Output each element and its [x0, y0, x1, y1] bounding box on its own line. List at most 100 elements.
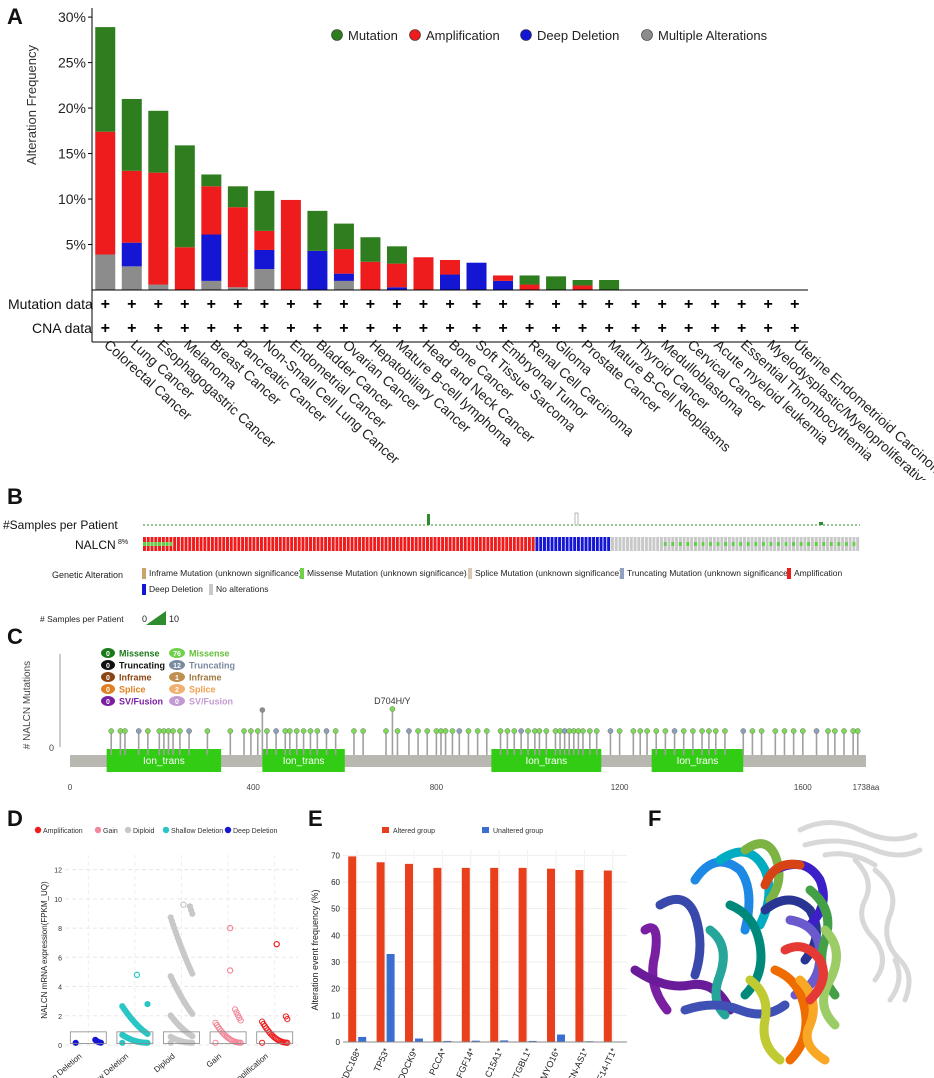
- legend-label: Inframe Mutation (unknown significance): [149, 568, 302, 578]
- oncoprint-sample: [573, 537, 577, 551]
- oncoprint-sample: [463, 537, 467, 551]
- legend-count: 0: [106, 651, 110, 658]
- oncoprint-sample: [539, 537, 543, 551]
- y-tick-label: 8: [58, 926, 62, 933]
- legend-label: SV/Fusion: [119, 697, 163, 707]
- oncoprint-sample: [441, 537, 445, 551]
- x-tick-label: 1200: [611, 783, 629, 792]
- oncoprint-sample: [501, 537, 505, 551]
- y-tick-label: 10: [331, 1011, 340, 1020]
- oncoprint-sample: [192, 537, 196, 551]
- bar-segment: [360, 237, 381, 262]
- missense-mark: [761, 542, 765, 546]
- oncoprint-sample: [656, 537, 660, 551]
- bar-segment: [572, 279, 593, 286]
- cna-data-marker: +: [790, 320, 799, 337]
- oncoprint-sample: [524, 537, 528, 551]
- oncoprint-sample: [641, 537, 645, 551]
- x-category-label: PCCA*: [427, 1046, 448, 1077]
- panel-letter-d: D: [7, 806, 23, 831]
- chart-e-event-frequency: Altered group Unaltered group Alteration e…: [310, 827, 627, 1078]
- bar-altered: [603, 870, 612, 1042]
- oncoprint-sample: [176, 537, 180, 551]
- gene-label: NALCN: [75, 538, 116, 552]
- oncoprint-sample: [848, 537, 852, 551]
- mutation-lollipop: [177, 728, 183, 734]
- bar-segment: [148, 172, 169, 285]
- legend-label: Amplification: [794, 568, 842, 578]
- mutation-lollipop: [424, 728, 431, 734]
- oncoprint-sample: [531, 537, 535, 551]
- oncoprint-sample: [535, 537, 539, 551]
- bar-segment: [307, 210, 328, 251]
- oncoprint-sample: [452, 537, 456, 551]
- bar-unaltered: [386, 954, 395, 1042]
- y-tick-label: 5%: [66, 237, 86, 253]
- oncoprint-sample: [622, 537, 626, 551]
- mutation-lollipop: [145, 728, 151, 734]
- cna-data-marker: +: [631, 320, 640, 337]
- mutation-lollipop: [259, 707, 266, 713]
- domain-label: Ion_trans: [525, 756, 567, 767]
- oncoprint-sample: [554, 537, 558, 551]
- legend-label: Shallow Deletion: [171, 828, 223, 835]
- bar-segment: [546, 276, 567, 290]
- row-label-cna-data: CNA data: [32, 320, 92, 336]
- missense-mark: [678, 542, 682, 546]
- oncoprint-sample: [207, 537, 211, 551]
- mutation-lollipop: [383, 728, 389, 734]
- oncoprint-sample: [339, 537, 343, 551]
- bar-unaltered: [358, 1036, 367, 1042]
- oncoprint-sample: [603, 537, 607, 551]
- y-tick-label: 20: [331, 985, 340, 994]
- y-axis-label: Alteration event frequency (%): [310, 889, 320, 1010]
- oncoprint-sample: [584, 537, 588, 551]
- outlier-point: [180, 901, 187, 908]
- legend-swatch: [94, 826, 102, 834]
- box-plot: [209, 1031, 247, 1044]
- mutation-data-marker: +: [260, 296, 269, 313]
- mutation-lollipop: [518, 728, 524, 734]
- panel-letter-e: E: [308, 806, 323, 831]
- mutation-lollipop: [314, 728, 321, 734]
- cna-data-marker: +: [127, 320, 136, 337]
- missense-mark: [709, 542, 712, 546]
- bar-segment: [201, 186, 222, 235]
- bar-segment: [95, 27, 116, 132]
- legend-label: Deep Deletion: [149, 584, 203, 594]
- panel-letter-f: F: [648, 806, 662, 831]
- x-category-label: CCDC168*: [335, 1046, 363, 1078]
- mutation-lollipop: [351, 728, 357, 734]
- oncoprint-sample: [576, 537, 580, 551]
- bar-segment: [333, 273, 354, 281]
- oncoprint-sample: [467, 537, 471, 551]
- box-plot: [163, 1031, 200, 1044]
- mutation-lollipop: [790, 728, 797, 734]
- missense-mark: [822, 542, 826, 546]
- x-category-label: Deep Deletion: [39, 1052, 84, 1078]
- x-category-label: DOCK9*: [396, 1046, 420, 1078]
- mutation-data-marker: +: [711, 296, 720, 313]
- y-tick-label: 30: [331, 958, 340, 967]
- oncoprint-sample: [482, 537, 486, 551]
- missense-mark: [716, 542, 720, 546]
- oncoprint-sample: [667, 537, 671, 551]
- bar-segment: [201, 174, 222, 187]
- legend-label: SV/Fusion: [189, 697, 233, 707]
- x-tick-label: 800: [430, 783, 444, 792]
- oncoprint-sample: [173, 537, 177, 551]
- oncoprint-sample: [505, 537, 509, 551]
- data-point: [212, 1019, 219, 1026]
- mutation-data-marker: +: [445, 296, 454, 313]
- mutation-lollipop: [841, 728, 847, 734]
- oncoprint-sample: [407, 537, 411, 551]
- y-tick-label: 40: [331, 931, 340, 940]
- mutation-lollipop: [186, 728, 192, 734]
- mutation-lollipop: [607, 728, 614, 734]
- mutation-lollipop: [854, 728, 861, 734]
- bar-segment: [201, 280, 222, 290]
- legend-label: Truncating: [189, 661, 235, 671]
- y-tick-label: 0: [49, 743, 54, 753]
- legend-count: 12: [173, 663, 181, 670]
- mutation-lollipop: [293, 728, 300, 734]
